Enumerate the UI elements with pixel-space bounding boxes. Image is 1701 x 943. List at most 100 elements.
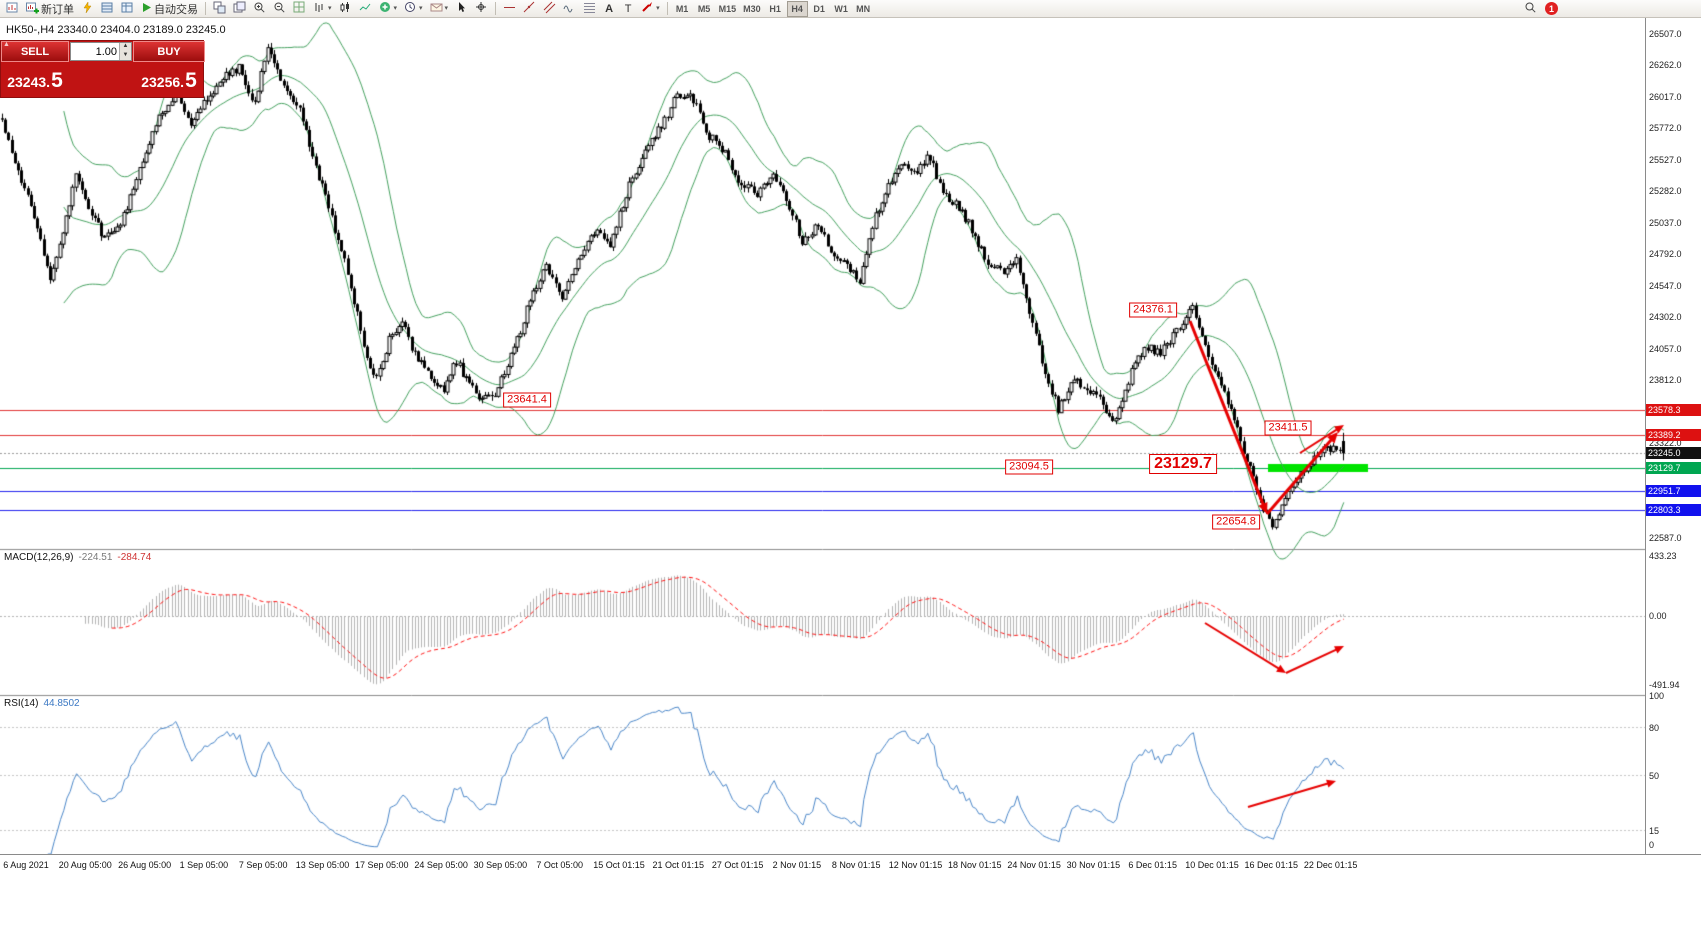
rsi-indicator-label: RSI(14) 44.8502: [4, 698, 80, 709]
auto-trading-label: 自动交易: [154, 3, 198, 16]
timeframe-m1-button[interactable]: M1: [672, 1, 693, 17]
timeframe-h1-button[interactable]: H1: [765, 1, 786, 17]
buy-button[interactable]: BUY: [133, 41, 205, 62]
scale-label: -491.94: [1649, 680, 1680, 691]
price-annotation[interactable]: 23641.4: [503, 392, 551, 408]
waves-tool-button[interactable]: [560, 1, 579, 17]
time-axis-label: 30 Nov 01:15: [1066, 860, 1121, 870]
new-order-button[interactable]: 新订单: [23, 1, 77, 17]
timeframe-d1-button[interactable]: D1: [809, 1, 830, 17]
scale-label: 24547.0: [1649, 280, 1682, 291]
chart-window-icon: [6, 1, 19, 17]
price-annotation[interactable]: 23411.5: [1264, 420, 1312, 436]
timeframe-mn-button[interactable]: MN: [853, 1, 874, 17]
search-button[interactable]: [1521, 1, 1540, 17]
scale-label: 25527.0: [1649, 154, 1682, 165]
fibonacci-tool-button[interactable]: [580, 1, 599, 17]
market-watch-button[interactable]: [98, 1, 117, 17]
label-tool-button[interactable]: T: [619, 1, 637, 17]
zoom-in-button[interactable]: [250, 1, 269, 17]
text-tool-button[interactable]: A: [600, 1, 618, 17]
timeframe-m30-button[interactable]: M30: [740, 1, 764, 17]
tile-windows-icon: [213, 1, 226, 17]
macd-name: MACD(12,26,9): [4, 552, 74, 563]
time-axis[interactable]: 6 Aug 2021 20 Aug 05:00 26 Aug 05:00 1 Sep …: [0, 854, 1701, 873]
time-axis-label: 6 Dec 01:15: [1128, 860, 1177, 870]
horizontal-line-icon: [503, 1, 516, 17]
scale-label: 22587.0: [1649, 532, 1682, 543]
time-axis-label: 6 Aug 2021: [3, 860, 49, 870]
line-chart-mode-button[interactable]: [356, 1, 375, 17]
templates-button[interactable]: ▾: [427, 1, 452, 17]
key-level-annotation[interactable]: 23129.7: [1149, 454, 1217, 474]
sell-price-pips: 5: [51, 69, 63, 92]
time-axis-label: 26 Aug 05:00: [118, 860, 172, 870]
buy-price: 23256. 5: [133, 62, 205, 99]
time-axis-label: 1 Sep 05:00: [179, 860, 229, 870]
price-annotation[interactable]: 24376.1: [1129, 302, 1177, 318]
bar-chart-icon: [313, 1, 326, 17]
timeframe-h4-button[interactable]: H4: [786, 0, 808, 17]
timeframe-m5-button[interactable]: M5: [694, 1, 715, 17]
time-axis-label: 8 Nov 01:15: [831, 860, 881, 870]
volume-spinner[interactable]: ▲ ▼: [119, 43, 131, 60]
arrows-tool-button[interactable]: ▾: [638, 1, 663, 17]
zoom-out-button[interactable]: [270, 1, 289, 17]
periods-button[interactable]: ▾: [401, 1, 426, 17]
time-axis-label: 16 Dec 01:15: [1244, 860, 1299, 870]
time-axis-label: 7 Oct 05:00: [536, 860, 583, 870]
grid-icon: [293, 1, 306, 17]
price-tag: 23578.3: [1646, 404, 1701, 417]
new-chart-button[interactable]: [3, 1, 22, 17]
text-tool-label: A: [605, 2, 614, 15]
chart-ohlc-title: HK50-,H4 23340.0 23404.0 23189.0 23245.0: [6, 24, 226, 36]
horizontal-line-tool-button[interactable]: [500, 1, 519, 17]
one-click-trade-panel: ▲ SELL ▲▼ BUY 23243.5 23256.5: [0, 40, 205, 99]
chart-canvas[interactable]: [0, 18, 1645, 854]
collapse-panel-icon[interactable]: ▲: [3, 41, 10, 48]
timeframe-m15-button[interactable]: M15: [716, 1, 740, 17]
auto-trading-button[interactable]: 自动交易: [138, 1, 201, 17]
cascade-windows-button[interactable]: [230, 1, 249, 17]
new-order-icon: [26, 1, 39, 17]
grid-button[interactable]: [290, 1, 309, 17]
sell-button[interactable]: SELL: [1, 41, 69, 62]
arrow-tool-icon: [641, 1, 654, 17]
auto-trading-icon: [141, 1, 152, 17]
volume-input[interactable]: [71, 43, 119, 60]
dropdown-caret-icon: ▾: [419, 5, 423, 12]
price-annotation[interactable]: 22654.8: [1212, 514, 1260, 530]
rsi-name: RSI(14): [4, 698, 39, 709]
data-window-button[interactable]: [118, 1, 137, 17]
tile-windows-button[interactable]: [210, 1, 229, 17]
channel-tool-button[interactable]: [540, 1, 559, 17]
dropdown-caret-icon: ▾: [393, 5, 398, 12]
bar-chart-mode-button[interactable]: ▾: [310, 1, 335, 17]
notification-badge[interactable]: 1: [1545, 2, 1558, 15]
scripts-button[interactable]: [78, 0, 97, 17]
scale-label: 433.23: [1649, 550, 1677, 561]
scale-label: 15: [1649, 826, 1660, 837]
scale-label: 50: [1649, 770, 1660, 781]
price-tag: 23245.0: [1646, 447, 1701, 460]
timeframe-w1-button[interactable]: W1: [831, 1, 852, 17]
add-indicator-button[interactable]: ▾: [376, 1, 401, 17]
time-axis-label: 20 Aug 05:00: [58, 860, 112, 870]
envelope-icon: [430, 1, 443, 17]
macd-value-2: -284.74: [117, 552, 152, 563]
time-axis-label: 12 Nov 01:15: [888, 860, 943, 870]
scale-label: 24057.0: [1649, 343, 1682, 354]
trendline-tool-button[interactable]: [520, 1, 539, 17]
spinner-down-icon[interactable]: ▼: [122, 51, 129, 58]
candlestick-mode-button[interactable]: [336, 1, 355, 17]
time-axis-label: 2 Nov 01:15: [772, 860, 822, 870]
price-tag: 22803.3: [1646, 504, 1701, 516]
crosshair-tool-button[interactable]: [472, 1, 491, 17]
price-annotation[interactable]: 23094.5: [1005, 459, 1053, 475]
cursor-tool-button[interactable]: [452, 1, 471, 17]
cascade-windows-icon: [233, 1, 246, 17]
data-window-icon: [121, 1, 134, 17]
time-axis-label: 15 Oct 01:15: [593, 860, 645, 870]
label-tool-label: T: [624, 2, 632, 15]
spinner-up-icon[interactable]: ▲: [122, 43, 129, 49]
